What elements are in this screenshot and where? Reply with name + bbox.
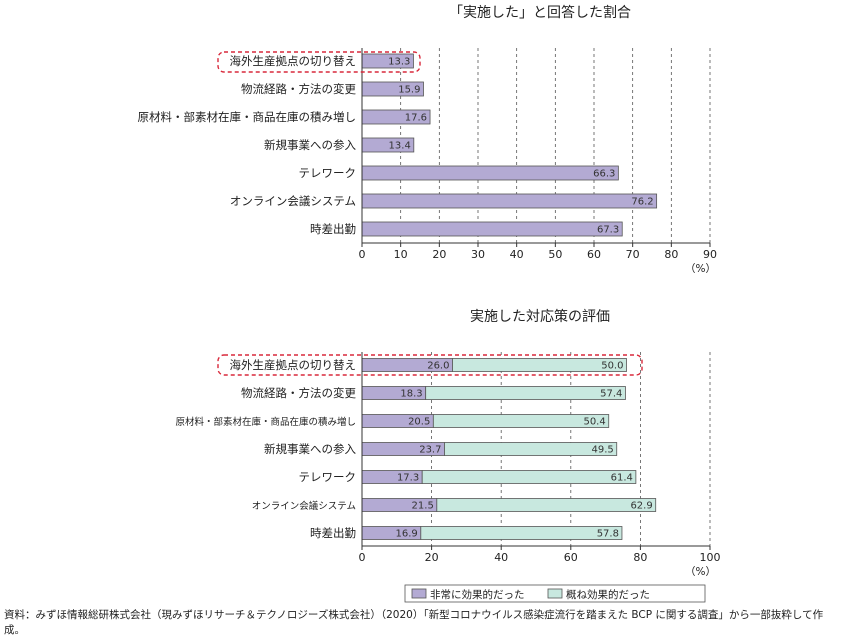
legend-swatch-2 (547, 588, 563, 599)
data-label-2-2-s1: 18.3 (400, 389, 422, 400)
highlight-box-2 (217, 354, 643, 376)
data-label-2-1-s1: 26.0 (427, 361, 449, 372)
tick-label-1-80: 80 (664, 248, 678, 261)
tick-label-1-70: 70 (626, 248, 640, 261)
legend-label-2: 概ね効果的だった (566, 588, 650, 601)
data-label-2-5-s2: 61.4 (611, 473, 633, 484)
bar-2-1-s2 (452, 358, 627, 372)
category-label-1-4: 新規事業への参入 (264, 138, 356, 152)
tick-label-1-10: 10 (394, 248, 408, 261)
category-label-2-4: 新規事業への参入 (264, 442, 356, 456)
bar-1-7 (361, 221, 623, 237)
bar-2-2-s2 (425, 386, 626, 400)
tick-label-2-20: 20 (425, 551, 439, 564)
tick-label-1-90: 90 (703, 248, 717, 261)
data-label-2-6-s2: 62.9 (630, 501, 652, 512)
category-label-2-3: 原材料・部素材在庫・商品在庫の積み増し (175, 416, 356, 428)
bar-2-3-s2 (432, 414, 610, 428)
category-label-1-3: 原材料・部素材在庫・商品在庫の積み増し (138, 110, 357, 124)
data-label-1-1: 13.3 (388, 57, 410, 68)
category-label-2-6: オンライン会議システム (252, 500, 356, 512)
bar-2-5-s2 (421, 470, 637, 484)
bar-2-7-s2 (420, 526, 623, 540)
category-label-2-7: 時差出勤 (310, 526, 356, 540)
unit-label-1: （%） (685, 263, 716, 275)
tick-label-2-80: 80 (633, 551, 647, 564)
category-label-2-5: テレワーク (299, 470, 357, 484)
tick-label-1-20: 20 (432, 248, 446, 261)
data-label-2-1-s2: 50.0 (601, 361, 623, 372)
category-label-1-1: 海外生産拠点の切り替え (230, 54, 357, 68)
category-label-1-5: テレワーク (299, 166, 357, 180)
source-note: 資料：みずほ情報総研株式会社（現みずほリサーチ＆テクノロジーズ株式会社）（202… (4, 609, 824, 636)
data-label-2-4-s2: 49.5 (591, 445, 613, 456)
tick-label-1-60: 60 (587, 248, 601, 261)
category-label-1-6: オンライン会議システム (230, 194, 356, 208)
data-label-1-6: 76.2 (631, 197, 653, 208)
data-label-2-3-s2: 50.4 (583, 417, 605, 428)
data-label-2-3-s1: 20.5 (408, 417, 430, 428)
data-label-2-2-s2: 57.4 (600, 389, 622, 400)
tick-label-2-100: 100 (700, 551, 721, 564)
tick-label-2-60: 60 (564, 551, 578, 564)
data-label-2-4-s1: 23.7 (419, 445, 441, 456)
unit-label-2: （%） (685, 566, 716, 578)
data-label-1-5: 66.3 (593, 169, 615, 180)
category-label-2-1: 海外生産拠点の切り替え (230, 358, 357, 372)
tick-label-1-50: 50 (548, 248, 562, 261)
data-label-1-7: 67.3 (597, 225, 619, 236)
data-label-1-3: 17.6 (405, 113, 427, 124)
data-label-2-5-s1: 17.3 (397, 473, 419, 484)
bar-1-6 (361, 193, 658, 209)
data-label-2-7-s2: 57.8 (597, 529, 619, 540)
tick-label-1-30: 30 (471, 248, 485, 261)
chart-title-1: 「実施した」と回答した割合 (449, 4, 631, 21)
category-label-2-2: 物流経路・方法の変更 (241, 386, 356, 400)
tick-label-2-40: 40 (494, 551, 508, 564)
category-label-1-2: 物流経路・方法の変更 (241, 82, 356, 96)
data-label-2-6-s1: 21.5 (412, 501, 434, 512)
tick-label-2-0: 0 (359, 551, 366, 564)
tick-label-1-40: 40 (510, 248, 524, 261)
bar-2-4-s2 (444, 442, 618, 456)
data-label-1-2: 15.9 (398, 85, 420, 96)
data-label-1-4: 13.4 (389, 141, 411, 152)
data-label-2-7-s1: 16.9 (396, 529, 418, 540)
legend-label-1: 非常に効果的だった (430, 588, 525, 601)
legend-swatch-1 (411, 588, 427, 599)
tick-label-1-0: 0 (359, 248, 366, 261)
chart-title-2: 実施した対応策の評価 (470, 308, 610, 325)
highlight-box-1 (217, 51, 421, 73)
bar-1-5 (361, 165, 619, 181)
bar-2-6-s2 (436, 498, 657, 512)
category-label-1-7: 時差出勤 (310, 222, 356, 236)
